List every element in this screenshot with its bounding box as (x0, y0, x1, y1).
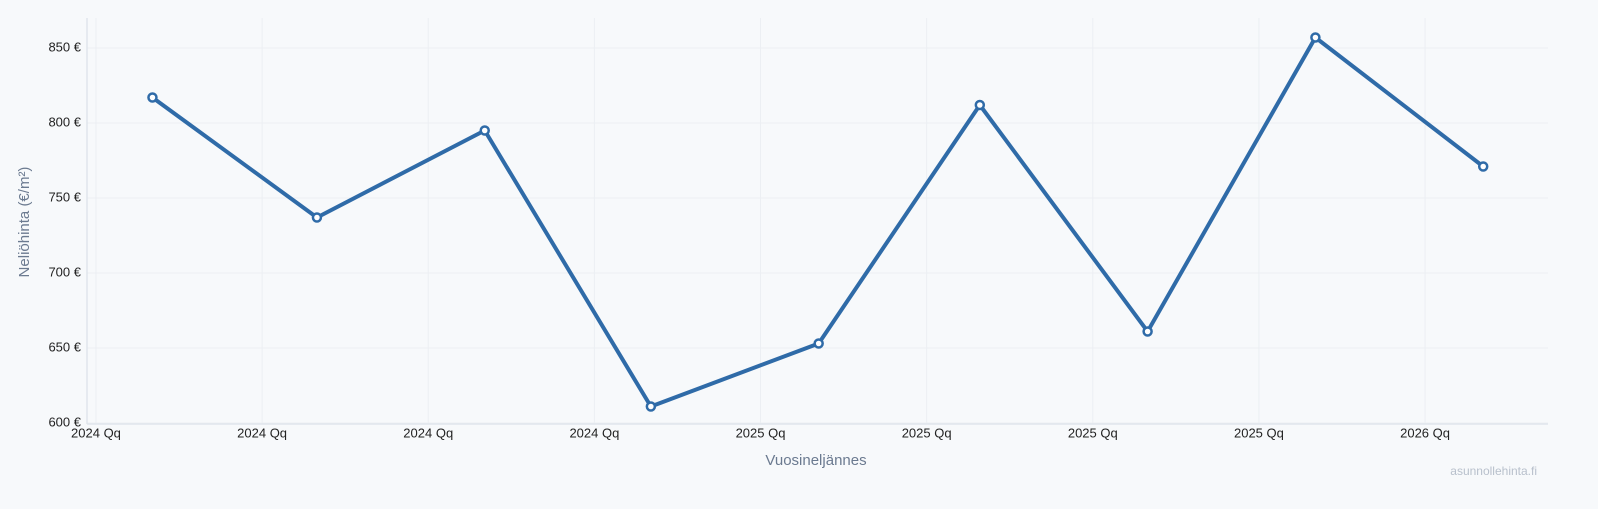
point (1142, 326, 1153, 337)
x-tick-label: 2025 Qq (1234, 425, 1284, 440)
x-tick-label: 2026 Qq (1400, 425, 1450, 440)
point (147, 92, 158, 103)
x-tick-label: 2024 Qq (71, 425, 121, 440)
x-tick-label: 2024 Qq (237, 425, 287, 440)
point (311, 212, 323, 223)
point (813, 338, 824, 349)
x-tick-label: 2024 Qq (569, 425, 619, 440)
y-tick-label: 800 € (48, 114, 81, 129)
x-axis-title: Vuosineljännes (765, 452, 866, 469)
point (1477, 161, 1489, 172)
x-tick-label: 2025 Qq (902, 425, 952, 440)
point (974, 99, 986, 111)
point (645, 401, 657, 412)
y-tick-label: 850 € (48, 39, 81, 54)
line (151, 35, 1485, 409)
watermark: asunnollehinta.fi (1450, 464, 1537, 478)
x-tick-label: 2025 Qq (736, 425, 786, 440)
y-axis-title: Neliöhinta (€/m²) (16, 167, 33, 278)
y-tick-label: 700 € (48, 264, 81, 279)
x-tick-label: 2024 Qq (403, 425, 453, 440)
y-tick-label: 650 € (48, 339, 81, 354)
y-tick-label: 750 € (48, 189, 81, 204)
x-tick-label: 2025 Qq (1068, 425, 1118, 440)
point (479, 125, 490, 136)
point (1310, 32, 1321, 43)
y-tick-label: 600 € (48, 414, 81, 429)
